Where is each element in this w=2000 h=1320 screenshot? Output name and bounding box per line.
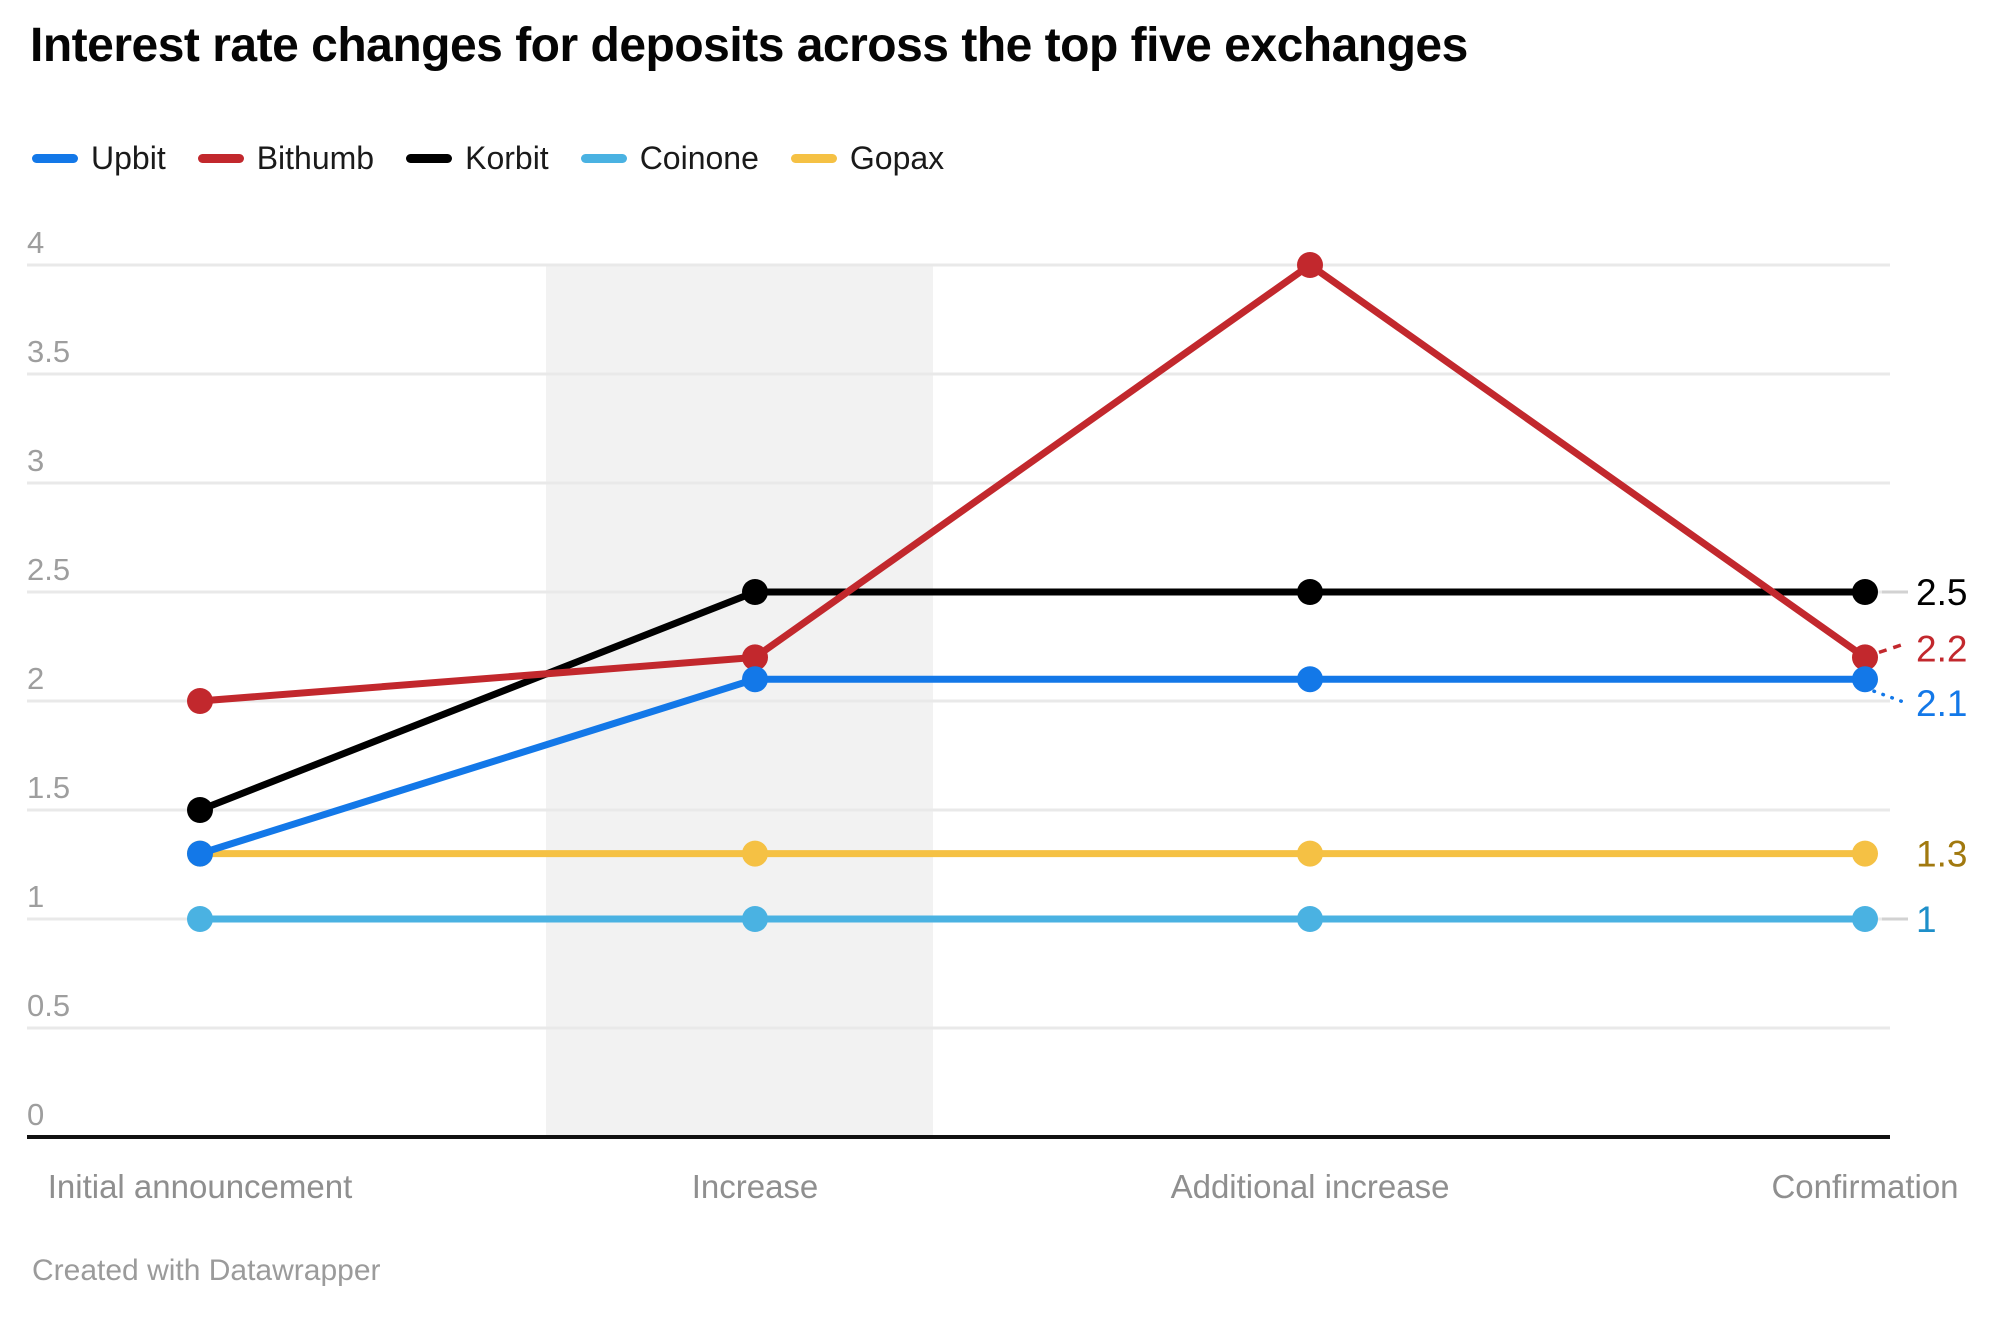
legend-label: Gopax xyxy=(849,140,945,176)
y-tick-label: 0.5 xyxy=(27,988,70,1023)
legend-label: Korbit xyxy=(465,140,549,176)
data-point-upbit xyxy=(1297,666,1323,693)
data-point-gopax xyxy=(742,840,768,867)
series-upbit xyxy=(187,666,1878,867)
series-korbit xyxy=(187,579,1878,823)
series-line-upbit xyxy=(196,675,1869,858)
legend-swatch-gopax xyxy=(790,154,837,163)
legend-item-upbit: Upbit xyxy=(32,140,166,177)
legend-item-korbit: Korbit xyxy=(406,140,549,177)
data-point-upbit xyxy=(187,840,213,867)
x-tick-label: Initial announcement xyxy=(48,1168,353,1205)
data-point-korbit xyxy=(1297,579,1323,605)
legend-label: Coinone xyxy=(639,140,759,176)
data-point-bithumb xyxy=(1852,644,1878,671)
data-point-bithumb xyxy=(187,688,213,714)
legend-item-bithumb: Bithumb xyxy=(197,140,375,177)
legend-item-gopax: Gopax xyxy=(790,140,945,177)
data-point-coinone xyxy=(1852,906,1878,932)
chart-title: Interest rate changes for deposits acros… xyxy=(30,19,1468,72)
x-tick-label: Additional increase xyxy=(1171,1168,1450,1205)
data-point-gopax xyxy=(1297,840,1323,867)
end-value-label-upbit: 2.1 xyxy=(1916,683,1967,724)
y-tick-label: 1.5 xyxy=(27,770,70,805)
data-point-upbit xyxy=(1852,666,1878,693)
data-point-coinone xyxy=(1297,906,1323,932)
series-line-korbit xyxy=(196,588,1869,814)
end-value-labels: 2.1 2.2 2.5 1 1.3 xyxy=(1872,572,1967,940)
y-tick-label: 2 xyxy=(27,661,44,696)
x-tick-label: Increase xyxy=(692,1168,819,1205)
data-point-coinone xyxy=(742,906,768,932)
data-point-bithumb xyxy=(1297,252,1323,278)
legend-label: Upbit xyxy=(91,140,166,176)
data-point-korbit xyxy=(742,579,768,605)
attribution: Created with Datawrapper xyxy=(32,1254,381,1287)
series-coinone xyxy=(187,906,1878,932)
y-tick-label: 2.5 xyxy=(27,552,70,587)
legend-label: Bithumb xyxy=(256,140,375,176)
x-axis-labels: Initial announcement Increase Additional i… xyxy=(48,1168,1959,1205)
legend: Upbit Bithumb Korbit Coinone Gopax xyxy=(32,140,944,177)
label-leader-bithumb xyxy=(1878,641,1907,655)
data-point-coinone xyxy=(187,906,213,932)
data-point-gopax xyxy=(1852,840,1878,867)
end-value-label-gopax: 1.3 xyxy=(1916,834,1967,875)
series-gopax xyxy=(187,840,1878,867)
end-value-label-bithumb: 2.2 xyxy=(1916,628,1967,669)
data-point-bithumb xyxy=(742,644,768,671)
series-bithumb xyxy=(187,252,1878,714)
y-tick-label: 3 xyxy=(27,443,44,478)
legend-swatch-bithumb xyxy=(197,154,244,163)
data-point-korbit xyxy=(187,797,213,823)
y-tick-label: 3.5 xyxy=(27,334,70,369)
end-value-label-coinone: 1 xyxy=(1916,899,1937,940)
end-value-label-korbit: 2.5 xyxy=(1916,572,1967,613)
data-point-korbit xyxy=(1852,579,1878,605)
y-tick-label: 4 xyxy=(27,225,44,260)
legend-swatch-korbit xyxy=(406,154,453,163)
legend-item-coinone: Coinone xyxy=(580,140,759,177)
x-tick-label: Confirmation xyxy=(1771,1168,1958,1205)
y-tick-label: 1 xyxy=(27,879,44,914)
legend-swatch-coinone xyxy=(580,154,627,163)
series-line-bithumb xyxy=(196,261,1869,705)
y-tick-label: 0 xyxy=(27,1097,44,1132)
gridlines xyxy=(27,263,1890,1030)
legend-swatch-upbit xyxy=(32,154,78,163)
y-axis-labels: 4 3.5 3 2.5 2 1.5 1 0.5 0 xyxy=(27,225,70,1132)
data-point-upbit xyxy=(742,666,768,693)
